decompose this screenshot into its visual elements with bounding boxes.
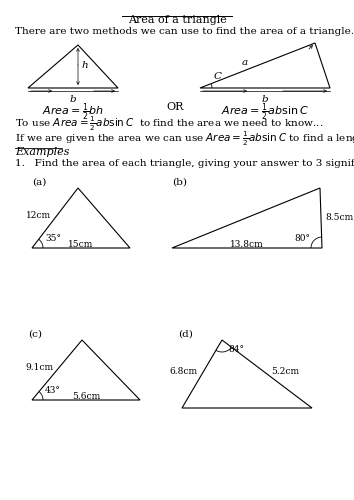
Text: b: b (70, 95, 76, 104)
Text: 9.1cm: 9.1cm (25, 364, 53, 372)
Text: 43°: 43° (45, 386, 61, 395)
Text: $Area = \frac{1}{2}ab\sin C$: $Area = \frac{1}{2}ab\sin C$ (221, 102, 309, 124)
Text: Examples: Examples (15, 147, 69, 157)
Text: C: C (214, 72, 222, 81)
Text: 8.5cm: 8.5cm (325, 214, 353, 222)
Text: 6.8cm: 6.8cm (170, 368, 198, 376)
Text: If we are given the area we can use $Area = \frac{1}{2}ab\sin C$ to find a lengt: If we are given the area we can use $Are… (15, 130, 354, 148)
Text: b: b (262, 95, 268, 104)
Text: OR: OR (166, 102, 184, 112)
Text: (c): (c) (28, 330, 42, 339)
Text: 15cm: 15cm (68, 240, 94, 249)
Text: Area of a triangle: Area of a triangle (128, 15, 226, 25)
Text: h: h (81, 62, 88, 70)
Text: There are two methods we can use to find the area of a triangle.: There are two methods we can use to find… (15, 27, 354, 36)
Text: (b): (b) (172, 178, 187, 187)
Text: 13.8cm: 13.8cm (230, 240, 264, 249)
Text: (d): (d) (178, 330, 193, 339)
Text: $Area = \frac{1}{2}bh$: $Area = \frac{1}{2}bh$ (42, 102, 104, 124)
Text: 12cm: 12cm (26, 212, 51, 220)
Text: a: a (241, 58, 247, 67)
Text: To use $Area = \frac{1}{2}ab\sin C$  to find the area we need to know...: To use $Area = \frac{1}{2}ab\sin C$ to f… (15, 115, 324, 134)
Text: 35°: 35° (45, 234, 61, 243)
Text: 84°: 84° (228, 345, 244, 354)
Text: 80°: 80° (294, 234, 310, 243)
Text: 5.2cm: 5.2cm (271, 368, 299, 376)
Text: 1.   Find the area of each triangle, giving your answer to 3 significant figures: 1. Find the area of each triangle, givin… (15, 159, 354, 168)
Text: 5.6cm: 5.6cm (72, 392, 100, 401)
Text: (a): (a) (32, 178, 46, 187)
